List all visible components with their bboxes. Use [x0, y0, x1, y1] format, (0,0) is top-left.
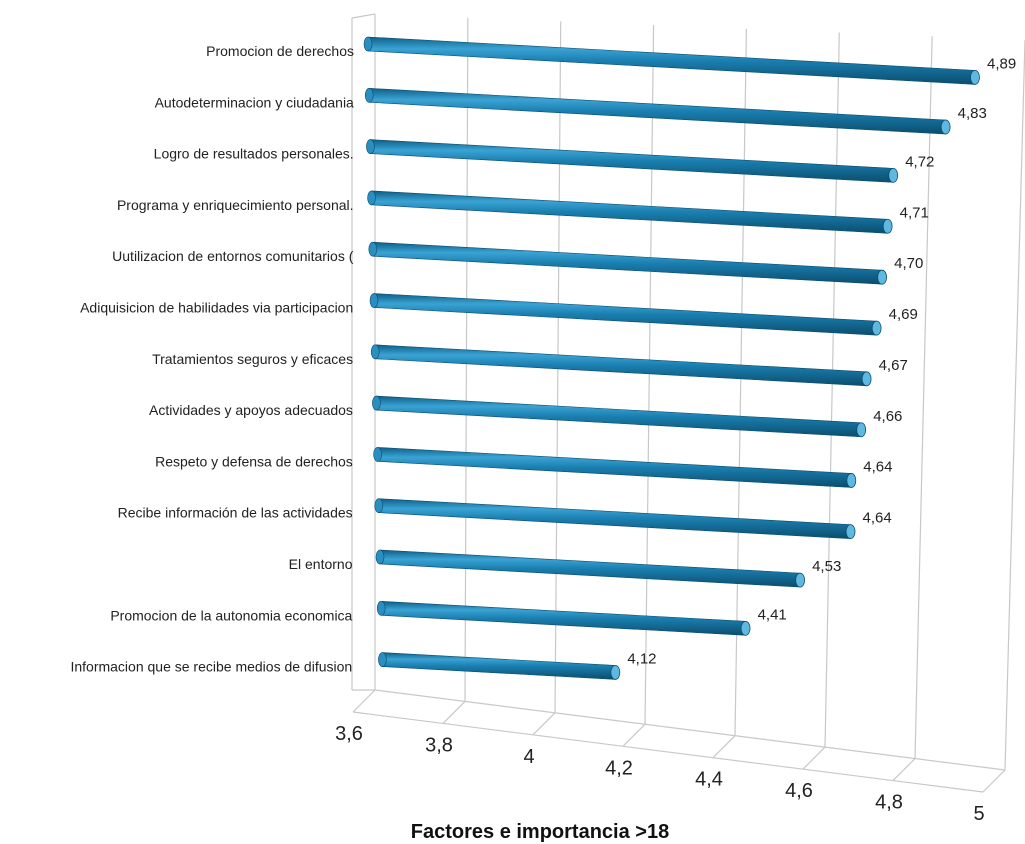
x-tick-label: 3,6	[335, 723, 363, 745]
bars	[363, 36, 980, 680]
bar	[367, 190, 893, 234]
data-label: 4,64	[863, 458, 892, 475]
floor-gridline	[712, 735, 736, 759]
bar	[368, 241, 888, 285]
axes	[351, 13, 1006, 793]
x-tick-label: 4,6	[785, 780, 813, 802]
floor-back-edge	[374, 689, 1006, 771]
bar	[366, 139, 899, 183]
x-tick-label: 4,2	[605, 757, 633, 779]
x-tick-label: 4,8	[875, 792, 903, 814]
gridline	[914, 36, 933, 759]
gridline	[824, 32, 840, 748]
floor-gridline	[982, 769, 1006, 793]
category-label: Recibe información de las actividades	[118, 505, 353, 521]
x-tick-label: 5	[973, 803, 984, 825]
data-label: 4,71	[900, 204, 929, 221]
bar	[374, 498, 856, 540]
x-axis-line	[352, 711, 984, 793]
floor-gridline	[892, 758, 916, 781]
category-label: El entorno	[289, 556, 353, 572]
data-label: 4,12	[627, 650, 656, 667]
category-label: Actividades y apoyos adecuados	[149, 402, 353, 418]
data-label: 4,67	[879, 357, 908, 374]
category-labels: Promocion de derechos Autodeterminacion y…	[70, 43, 354, 675]
bar	[376, 600, 751, 636]
floor-gridline	[622, 723, 646, 747]
category-label: Respeto y defensa de derechos	[155, 453, 353, 469]
floor-gridline	[802, 746, 826, 770]
floor-gridline	[532, 712, 556, 736]
x-tick-label: 4,4	[695, 769, 723, 791]
value-labels: 4,89 4,83 4,72 4,71 4,70 4,69 4,67 4,66 4,64 4,64…	[627, 55, 1016, 667]
bar	[370, 344, 872, 387]
gridline	[1004, 39, 1025, 771]
category-label: Promocion de la autonomia economica	[110, 607, 352, 623]
category-label: Autodeterminacion y ciudadania	[155, 94, 354, 110]
category-label: Tratamientos seguros y eficaces	[152, 351, 353, 367]
axis-corner-top	[351, 13, 376, 19]
data-label: 4,41	[758, 606, 787, 623]
bar	[369, 293, 882, 336]
bar	[373, 447, 857, 488]
category-label: Programa y enriquecimiento personal.	[117, 197, 354, 213]
x-tick-label: 3,8	[425, 734, 453, 756]
data-label: 4,89	[987, 55, 1016, 72]
x-tick-label: 4	[523, 746, 534, 768]
floor-gridline	[352, 689, 376, 713]
tick-labels: 3,6 3,8 4 4,2 4,4 4,6 4,8 5	[335, 723, 984, 825]
data-label: 4,72	[905, 153, 934, 170]
bar	[375, 549, 806, 588]
category-label: Informacion que se recibe medios de difu…	[70, 659, 352, 675]
data-label: 4,69	[889, 306, 918, 323]
category-label: Promocion de derechos	[206, 43, 354, 59]
data-label: 4,66	[873, 408, 902, 425]
data-label: 4,70	[894, 255, 923, 272]
floor-gridline	[442, 701, 466, 724]
category-label: Adiquisicion de habilidades via particip…	[80, 300, 353, 316]
chart-title: Factores e importancia >18	[411, 821, 669, 843]
data-label: 4,64	[863, 510, 892, 527]
category-label: Logro de resultados personales.	[154, 146, 354, 162]
gridline	[644, 25, 655, 725]
gridline	[734, 28, 748, 736]
bar	[364, 87, 951, 135]
data-label: 4,53	[812, 558, 841, 575]
category-label: Uutilizacion de entornos comunitarios (	[112, 248, 354, 264]
data-label: 4,83	[958, 105, 987, 122]
bar	[363, 36, 980, 85]
bar	[378, 652, 621, 680]
bar	[372, 395, 867, 438]
